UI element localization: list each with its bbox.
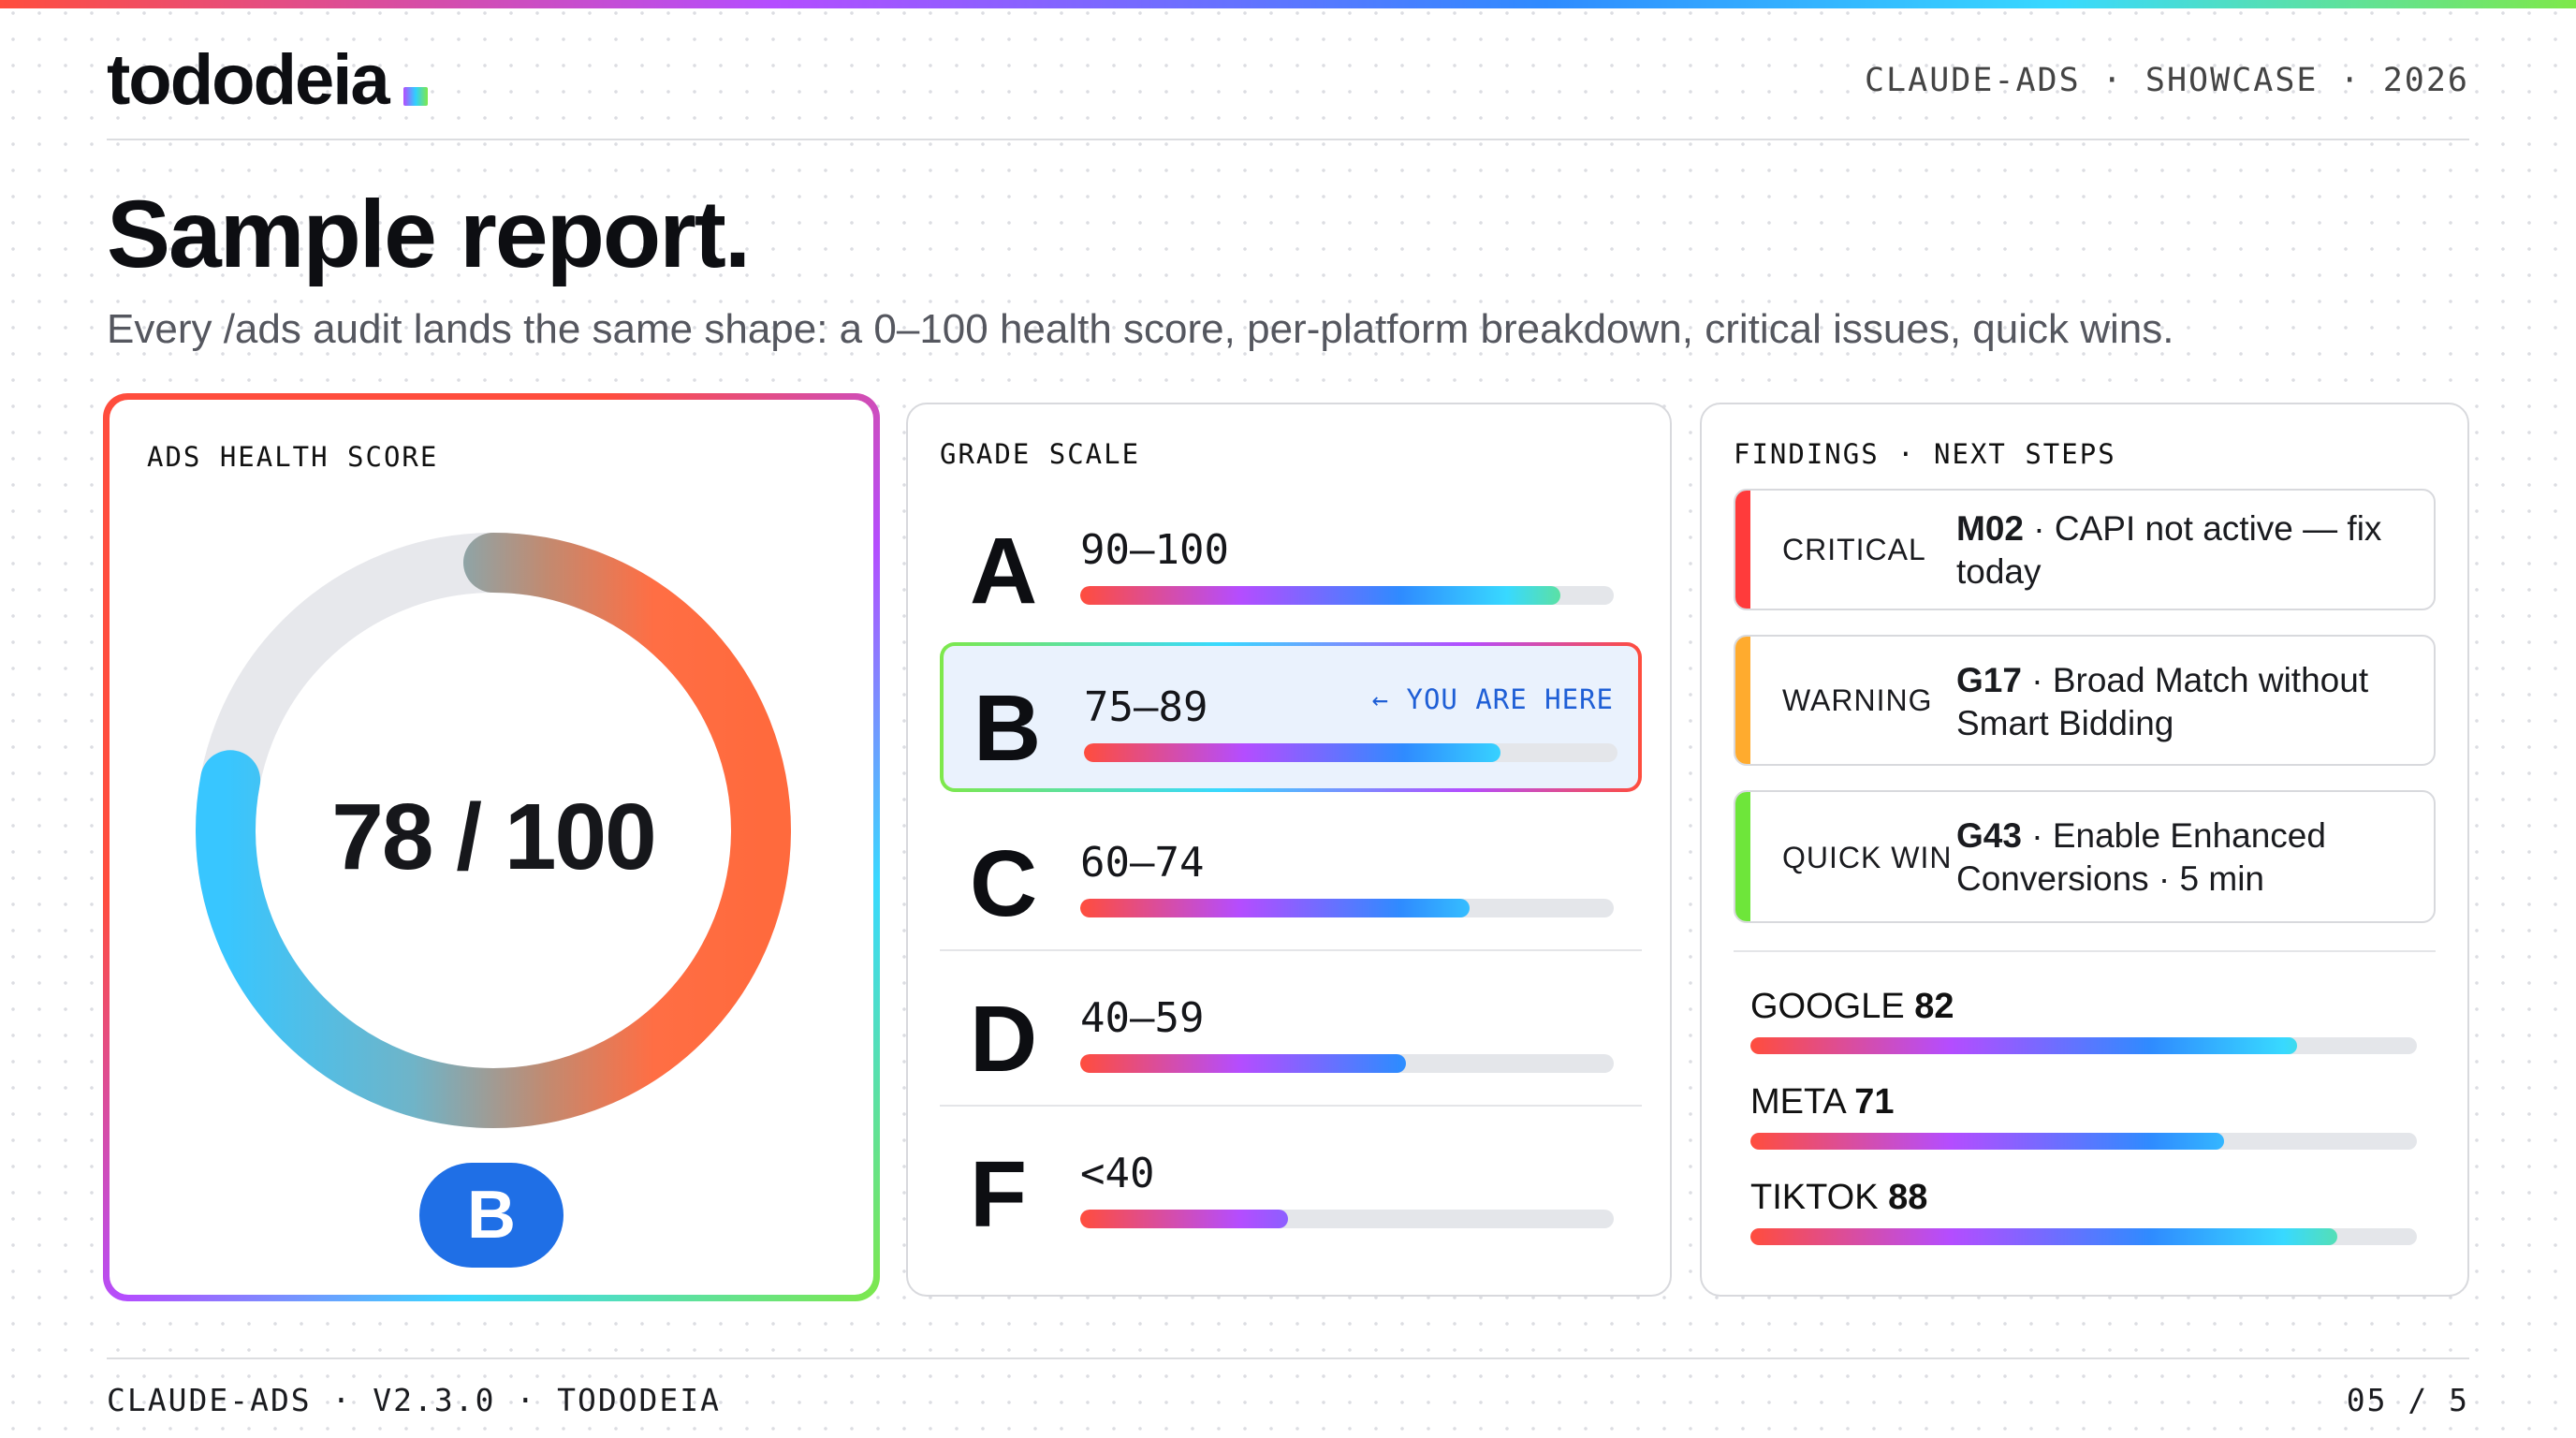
grade-range: 90–100 <box>1080 526 1229 574</box>
platform-score: 88 <box>1888 1178 1928 1217</box>
grade-bar-track <box>1080 1054 1614 1073</box>
grade-letter: B <box>973 676 1042 781</box>
donut-value-arc <box>196 533 791 1128</box>
grade-bar-track <box>1080 586 1614 605</box>
platform-bar-fill <box>1750 1037 2297 1054</box>
grade-bar-fill <box>1080 586 1560 605</box>
grade-row-d: D 40–59 <box>940 957 1642 1107</box>
severity-stripe <box>1735 792 1750 921</box>
grade-bar-fill <box>1080 899 1471 917</box>
findings-card: FINDINGS · NEXT STEPS CRITICAL M02 · CAP… <box>1700 403 2469 1297</box>
platform-meta: META 71 <box>1750 1080 2417 1150</box>
platform-bar-track <box>1750 1133 2417 1150</box>
platform-bar-track <box>1750 1037 2417 1054</box>
grade-scale-label: GRADE SCALE <box>940 438 1141 470</box>
health-score-donut <box>196 533 791 1128</box>
header: tododeia CLAUDE-ADS · SHOWCASE · 2026 <box>107 43 2469 140</box>
platform-score: 71 <box>1854 1082 1895 1122</box>
platform-tiktok: TIKTOK 88 <box>1750 1176 2417 1245</box>
findings-label: FINDINGS · NEXT STEPS <box>1734 438 2116 470</box>
finding-kind: QUICK WIN <box>1782 841 1953 874</box>
grade-row-c: C 60–74 <box>940 801 1642 951</box>
grade-letter: D <box>970 987 1038 1092</box>
grade-bar-fill <box>1084 743 1500 762</box>
finding-kind: CRITICAL <box>1782 533 1926 566</box>
finding-kind: WARNING <box>1782 683 1933 717</box>
finding-code: M02 <box>1956 509 2024 548</box>
finding-text: M02 · CAPI not active — fix today <box>1956 507 2415 594</box>
platform-bar-track <box>1750 1228 2417 1245</box>
grade-bar-fill <box>1080 1054 1406 1073</box>
finding-warning[interactable]: WARNING G17 · Broad Match without Smart … <box>1734 635 2436 766</box>
grade-bar-fill <box>1080 1210 1289 1228</box>
finding-text: G17 · Broad Match without Smart Bidding <box>1956 659 2415 745</box>
grade-scale-card: GRADE SCALE A 90–100 B 75–89 ← YOU ARE HERE C… <box>906 403 1672 1297</box>
grade-range: 40–59 <box>1080 994 1205 1042</box>
grade-divider <box>940 1105 1642 1107</box>
grade-divider <box>940 949 1642 951</box>
health-score-label: ADS HEALTH SCORE <box>147 441 439 473</box>
grade-bar-track <box>1080 1210 1614 1228</box>
platform-bar-fill <box>1750 1133 2224 1150</box>
platform-name: META <box>1750 1082 1855 1122</box>
finding-desc: · Broad Match without Smart Bidding <box>1956 661 2369 742</box>
grade-row-b: B 75–89 ← YOU ARE HERE <box>940 642 1642 792</box>
platform-name: GOOGLE <box>1750 987 1915 1026</box>
grade-letter: F <box>970 1142 1028 1247</box>
grade-range: <40 <box>1080 1150 1155 1197</box>
header-meta: CLAUDE-ADS · SHOWCASE · 2026 <box>1864 62 2469 99</box>
you-are-here-marker: ← YOU ARE HERE <box>1371 683 1614 715</box>
grade-bar-track <box>1084 743 1617 762</box>
grade-letter: A <box>970 519 1038 624</box>
platform-name: TIKTOK <box>1750 1178 1889 1217</box>
footer-divider <box>107 1357 2469 1359</box>
grade-bar-track <box>1080 899 1614 917</box>
health-score-value: 78 / 100 <box>331 785 656 889</box>
grade-row-a: A 90–100 <box>940 489 1642 638</box>
finding-desc: · Enable Enhanced Conversions · 5 min <box>1956 816 2326 898</box>
grade-row-f: F <40 <box>940 1112 1642 1262</box>
grade-badge: B <box>419 1163 564 1268</box>
platform-bar-fill <box>1750 1228 2337 1245</box>
health-score-card: ADS HEALTH SCORE 78 / 100 B <box>103 393 880 1301</box>
logo-accent <box>403 87 428 106</box>
finding-code: G17 <box>1956 661 2022 699</box>
grade-range: 75–89 <box>1084 683 1208 731</box>
page-title: Sample report. <box>107 181 751 287</box>
findings-divider <box>1734 950 2436 952</box>
severity-stripe <box>1735 491 1750 609</box>
grade-range: 60–74 <box>1080 839 1205 887</box>
finding-quick-win[interactable]: QUICK WIN G43 · Enable Enhanced Conversi… <box>1734 790 2436 923</box>
page-counter: 05 / 5 <box>2346 1382 2469 1418</box>
logo: tododeia <box>107 40 390 120</box>
header-divider <box>107 139 2469 140</box>
grade-letter: C <box>970 831 1038 936</box>
finding-code: G43 <box>1956 816 2022 855</box>
finding-text: G43 · Enable Enhanced Conversions · 5 mi… <box>1956 814 2415 901</box>
platform-google: GOOGLE 82 <box>1750 985 2417 1054</box>
finding-critical[interactable]: CRITICAL M02 · CAPI not active — fix tod… <box>1734 489 2436 610</box>
platform-score: 82 <box>1914 987 1954 1026</box>
footer-brand: CLAUDE-ADS · V2.3.0 · TODODEIA <box>107 1382 722 1418</box>
finding-desc: · CAPI not active — fix today <box>1956 509 2382 591</box>
top-gradient-bar <box>0 0 2576 8</box>
severity-stripe <box>1735 637 1750 764</box>
page-subtitle: Every /ads audit lands the same shape: a… <box>107 306 2174 352</box>
